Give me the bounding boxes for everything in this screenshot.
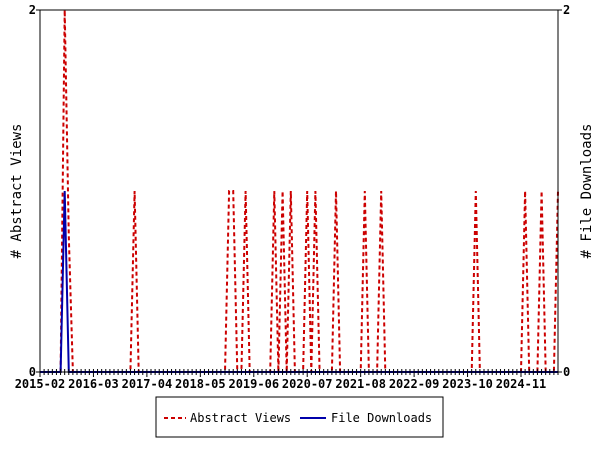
- x-tick-label: 2016-03: [68, 377, 119, 391]
- x-tick-label: 2024-11: [496, 377, 547, 391]
- x-tick-label: 2018-05: [175, 377, 226, 391]
- series-line-abstract-views: [40, 10, 558, 372]
- x-tick-label: 2020-07: [282, 377, 333, 391]
- legend-label-file-downloads: File Downloads: [331, 411, 432, 425]
- y-axis-label-right: # File Downloads: [579, 124, 595, 259]
- y-tick-right-bottom: 0: [563, 365, 570, 379]
- legend-label-abstract-views: Abstract Views: [190, 411, 291, 425]
- x-tick-label: 2015-02: [15, 377, 66, 391]
- y-tick-right-top: 2: [563, 3, 570, 17]
- x-tick-label: 2017-04: [122, 377, 173, 391]
- legend: Abstract Views File Downloads: [156, 397, 443, 437]
- plot-frame: [40, 10, 558, 372]
- x-tick-label: 2022-09: [389, 377, 440, 391]
- y-axis-label-left: # Abstract Views: [9, 124, 25, 259]
- y-tick-left-top: 2: [29, 3, 36, 17]
- series-line-file-downloads: [40, 191, 558, 372]
- x-tick-label: 2021-08: [335, 377, 386, 391]
- x-tick-label: 2019-06: [228, 377, 279, 391]
- x-tick-label: 2023-10: [442, 377, 493, 391]
